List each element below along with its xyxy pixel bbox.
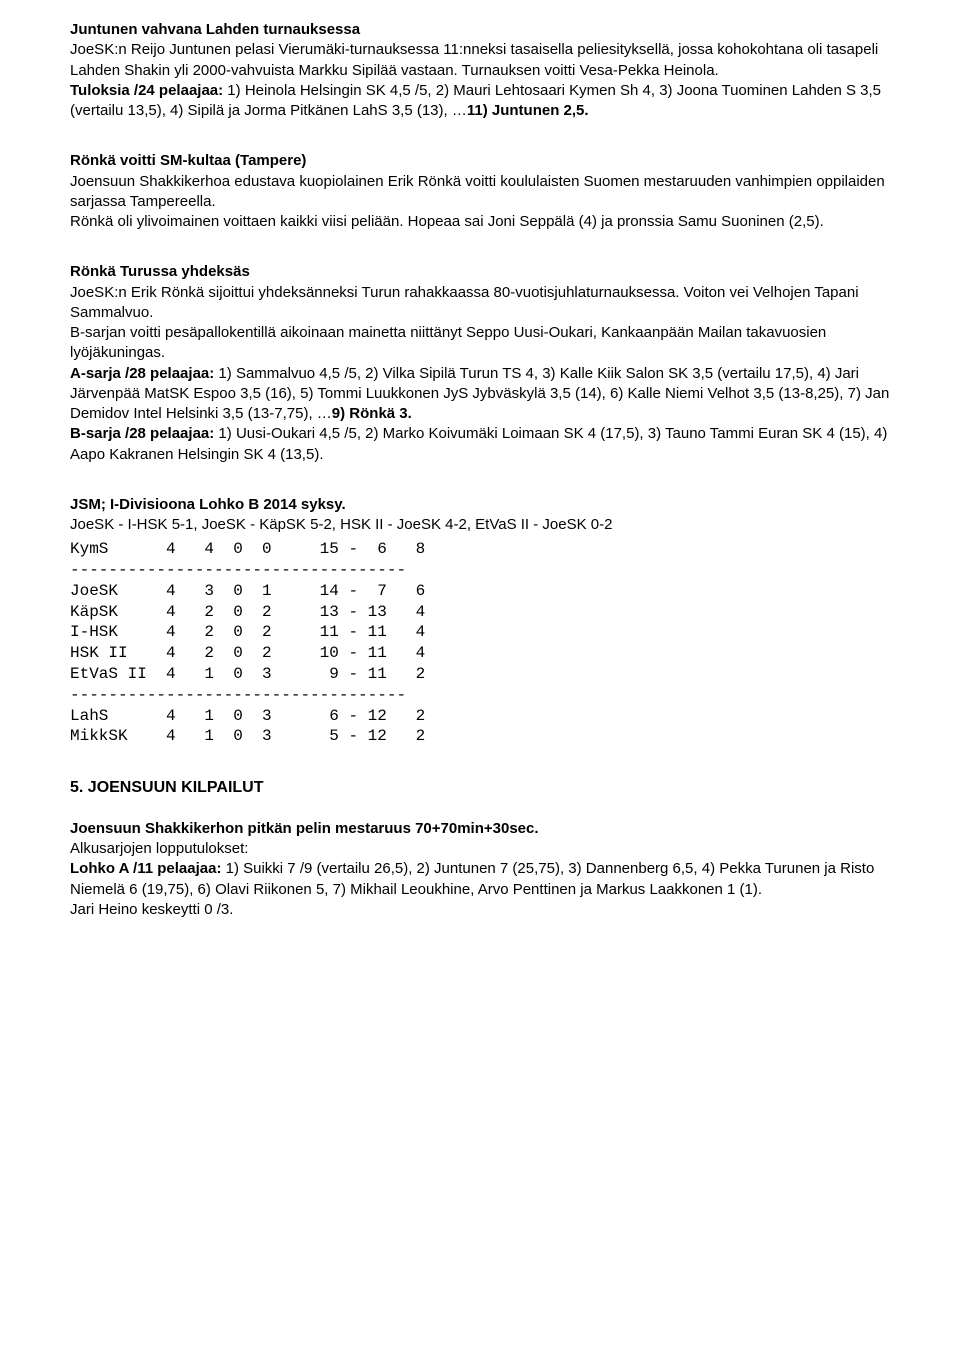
bold-result: 9) Rönkä 3.: [332, 405, 412, 422]
standings-table: KymS 4 4 0 0 15 - 6 8 ------------------…: [70, 539, 910, 747]
heading-ronka-turku: Rönkä Turussa yhdeksäs: [70, 262, 910, 282]
section-jsm-division: JSM; I-Divisioona Lohko B 2014 syksy. Jo…: [70, 495, 910, 747]
heading-jsm: JSM; I-Divisioona Lohko B 2014 syksy.: [70, 495, 910, 515]
section-ronka-tampere: Rönkä voitti SM-kultaa (Tampere) Joensuu…: [70, 151, 910, 232]
heading-joensuu-kilpailut: 5. JOENSUUN KILPAILUT: [70, 777, 910, 799]
paragraph-text: JoeSK:n Erik Rönkä sijoittui yhdeksännek…: [70, 283, 910, 324]
paragraph-text: JoeSK - I-HSK 5-1, JoeSK - KäpSK 5-2, HS…: [70, 515, 910, 535]
subsection-mestaruus: Joensuun Shakkikerhon pitkän pelin mesta…: [70, 819, 910, 920]
paragraph-text: Alkusarjojen lopputulokset:: [70, 839, 910, 859]
bold-label: A-sarja /28 pelaajaa:: [70, 365, 214, 382]
paragraph-text: JoeSK:n Reijo Juntunen pelasi Vierumäki-…: [70, 40, 910, 81]
section-juntunen-lahti: Juntunen vahvana Lahden turnauksessa Joe…: [70, 20, 910, 121]
heading-juntunen: Juntunen vahvana Lahden turnauksessa: [70, 20, 910, 40]
heading-ronka-sm: Rönkä voitti SM-kultaa (Tampere): [70, 151, 910, 171]
heading-mestaruus: Joensuun Shakkikerhon pitkän pelin mesta…: [70, 819, 910, 839]
paragraph-text: Jari Heino keskeytti 0 /3.: [70, 900, 910, 920]
bold-label: Lohko A /11 pelaajaa:: [70, 860, 221, 877]
bold-label: B-sarja /28 pelaajaa:: [70, 425, 214, 442]
paragraph-text: Joensuun Shakkikerhoa edustava kuopiolai…: [70, 172, 910, 213]
paragraph-text: B-sarja /28 pelaajaa: 1) Uusi-Oukari 4,5…: [70, 424, 910, 465]
paragraph-text: A-sarja /28 pelaajaa: 1) Sammalvuo 4,5 /…: [70, 364, 910, 425]
bold-label: Tuloksia /24 pelaajaa:: [70, 82, 223, 99]
paragraph-text: B-sarjan voitti pesäpallokentillä aikoin…: [70, 323, 910, 364]
paragraph-text: Rönkä oli ylivoimainen voittaen kaikki v…: [70, 212, 910, 232]
section-ronka-turku: Rönkä Turussa yhdeksäs JoeSK:n Erik Rönk…: [70, 262, 910, 465]
section-joensuu-kilpailut: 5. JOENSUUN KILPAILUT Joensuun Shakkiker…: [70, 777, 910, 920]
bold-result: 11) Juntunen 2,5.: [467, 102, 589, 119]
paragraph-text: Tuloksia /24 pelaajaa: 1) Heinola Helsin…: [70, 81, 910, 122]
paragraph-text: Lohko A /11 pelaajaa: 1) Suikki 7 /9 (ve…: [70, 859, 910, 900]
